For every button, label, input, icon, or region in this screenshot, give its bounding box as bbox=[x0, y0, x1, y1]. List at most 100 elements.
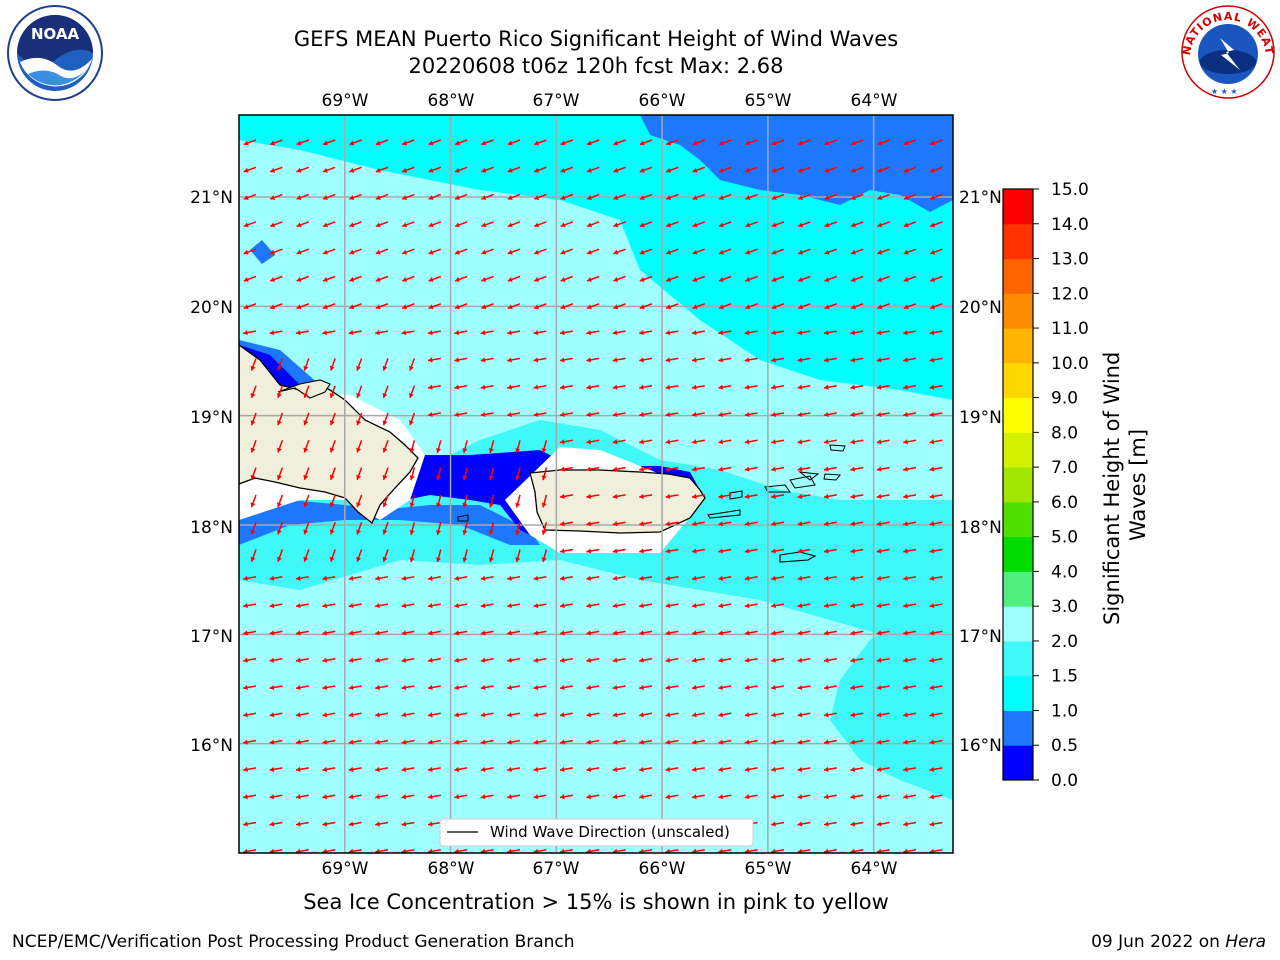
wave-direction-arrow bbox=[850, 630, 864, 636]
wave-direction-arrow bbox=[250, 549, 257, 562]
wave-direction-arrow bbox=[665, 575, 679, 581]
wave-direction-arrow bbox=[269, 794, 283, 800]
wave-direction-arrow bbox=[929, 794, 943, 800]
wave-direction-arrow bbox=[797, 493, 811, 499]
wave-direction-arrow bbox=[797, 166, 811, 173]
wave-direction-arrow bbox=[718, 739, 732, 745]
wave-direction-arrow bbox=[771, 439, 785, 445]
wave-direction-arrow bbox=[850, 657, 864, 663]
wave-direction-arrow bbox=[409, 549, 416, 563]
wave-direction-arrow bbox=[375, 193, 389, 201]
wave-direction-arrow bbox=[329, 521, 336, 535]
wave-direction-arrow bbox=[276, 549, 284, 562]
wave-direction-arrow bbox=[322, 684, 336, 691]
wave-direction-arrow bbox=[903, 439, 917, 445]
wave-direction-arrow bbox=[559, 548, 573, 554]
wave-direction-arrow bbox=[269, 821, 283, 827]
wave-direction-arrow bbox=[771, 166, 785, 173]
wave-direction-arrow bbox=[295, 739, 309, 745]
footer-credit: NCEP/EMC/Verification Post Processing Pr… bbox=[12, 932, 575, 952]
wave-direction-arrow bbox=[243, 275, 257, 282]
wave-direction-arrow bbox=[507, 275, 521, 282]
wave-direction-arrow bbox=[929, 384, 943, 390]
wave-direction-arrow bbox=[480, 684, 494, 691]
lon-label: 67°W bbox=[533, 91, 580, 111]
wave-direction-arrow bbox=[295, 330, 309, 336]
wave-direction-arrow bbox=[929, 139, 943, 146]
wave-direction-arrow bbox=[929, 548, 943, 554]
wave-direction-arrow bbox=[348, 603, 362, 609]
wave-direction-arrow bbox=[480, 384, 494, 390]
wave-direction-arrow bbox=[639, 548, 653, 554]
wave-direction-arrow bbox=[436, 522, 442, 535]
wave-direction-arrow bbox=[639, 603, 653, 609]
wave-direction-arrow bbox=[612, 712, 626, 718]
wave-direction-arrow bbox=[322, 848, 336, 853]
wave-direction-arrow bbox=[533, 384, 547, 390]
wave-direction-arrow bbox=[480, 330, 494, 336]
wave-direction-arrow bbox=[665, 221, 679, 228]
wave-direction-arrow bbox=[295, 794, 309, 800]
wave-direction-arrow bbox=[586, 630, 600, 636]
wave-direction-arrow bbox=[718, 466, 732, 472]
wave-direction-arrow bbox=[586, 848, 600, 853]
wave-direction-arrow bbox=[322, 794, 336, 800]
wave-direction-arrow bbox=[797, 630, 811, 636]
wave-direction-arrow bbox=[903, 657, 917, 663]
wave-direction-arrow bbox=[823, 466, 837, 472]
wave-direction-arrow bbox=[243, 739, 257, 745]
wave-direction-arrow bbox=[428, 193, 442, 201]
wave-direction-arrow bbox=[329, 467, 336, 481]
wave-direction-arrow bbox=[296, 248, 310, 255]
wave-direction-arrow bbox=[507, 193, 521, 201]
wave-direction-arrow bbox=[586, 603, 600, 609]
wave-direction-arrow bbox=[533, 657, 547, 663]
wave-direction-arrow bbox=[269, 330, 283, 336]
wave-direction-arrow bbox=[454, 139, 468, 146]
wave-direction-arrow bbox=[612, 684, 626, 691]
wave-direction-arrow bbox=[427, 357, 441, 363]
wave-direction-arrow bbox=[876, 575, 890, 581]
wave-direction-arrow bbox=[454, 712, 468, 718]
wave-direction-arrow bbox=[612, 630, 626, 636]
wave-direction-arrow bbox=[507, 221, 521, 228]
colorbar-tick-label: 13.0 bbox=[1051, 250, 1089, 270]
wave-direction-arrow bbox=[876, 684, 890, 691]
wave-direction-arrow bbox=[349, 166, 362, 173]
wave-direction-arrow bbox=[250, 521, 257, 535]
wave-direction-arrow bbox=[348, 794, 362, 800]
wave-direction-arrow bbox=[303, 494, 310, 508]
wave-direction-arrow bbox=[515, 494, 521, 508]
wave-direction-arrow bbox=[850, 712, 864, 718]
wave-direction-arrow bbox=[480, 575, 494, 581]
wave-direction-arrow bbox=[436, 440, 442, 454]
wave-direction-arrow bbox=[771, 193, 785, 201]
wave-direction-arrow bbox=[903, 521, 917, 527]
wave-direction-arrow bbox=[408, 385, 416, 399]
wave-direction-arrow bbox=[823, 794, 837, 800]
wave-direction-arrow bbox=[665, 466, 679, 472]
wave-direction-arrow bbox=[744, 739, 758, 745]
wave-direction-arrow bbox=[929, 357, 943, 363]
wave-direction-arrow bbox=[823, 548, 837, 554]
wave-direction-arrow bbox=[665, 684, 679, 691]
wave-direction-arrow bbox=[824, 166, 838, 173]
lon-label: 69°W bbox=[322, 859, 369, 879]
wave-direction-arrow bbox=[771, 766, 785, 772]
wave-direction-arrow bbox=[718, 657, 732, 663]
wave-direction-arrow bbox=[850, 521, 864, 527]
caption: Sea Ice Concentration > 15% is shown in … bbox=[303, 890, 889, 914]
wave-direction-arrow bbox=[771, 466, 785, 472]
wave-direction-arrow bbox=[348, 739, 362, 745]
wave-direction-arrow bbox=[488, 440, 495, 454]
lon-label: 65°W bbox=[745, 859, 792, 879]
wave-direction-arrow bbox=[797, 193, 811, 201]
wave-direction-arrow bbox=[718, 357, 732, 363]
wave-direction-arrow bbox=[929, 439, 943, 445]
wave-direction-arrow bbox=[850, 166, 864, 173]
wave-direction-arrow bbox=[903, 630, 917, 636]
lat-label: 20°N bbox=[959, 298, 1002, 318]
wave-direction-arrow bbox=[401, 684, 415, 691]
wave-direction-arrow bbox=[823, 357, 837, 363]
colorbar-tick-label: 14.0 bbox=[1051, 215, 1089, 235]
